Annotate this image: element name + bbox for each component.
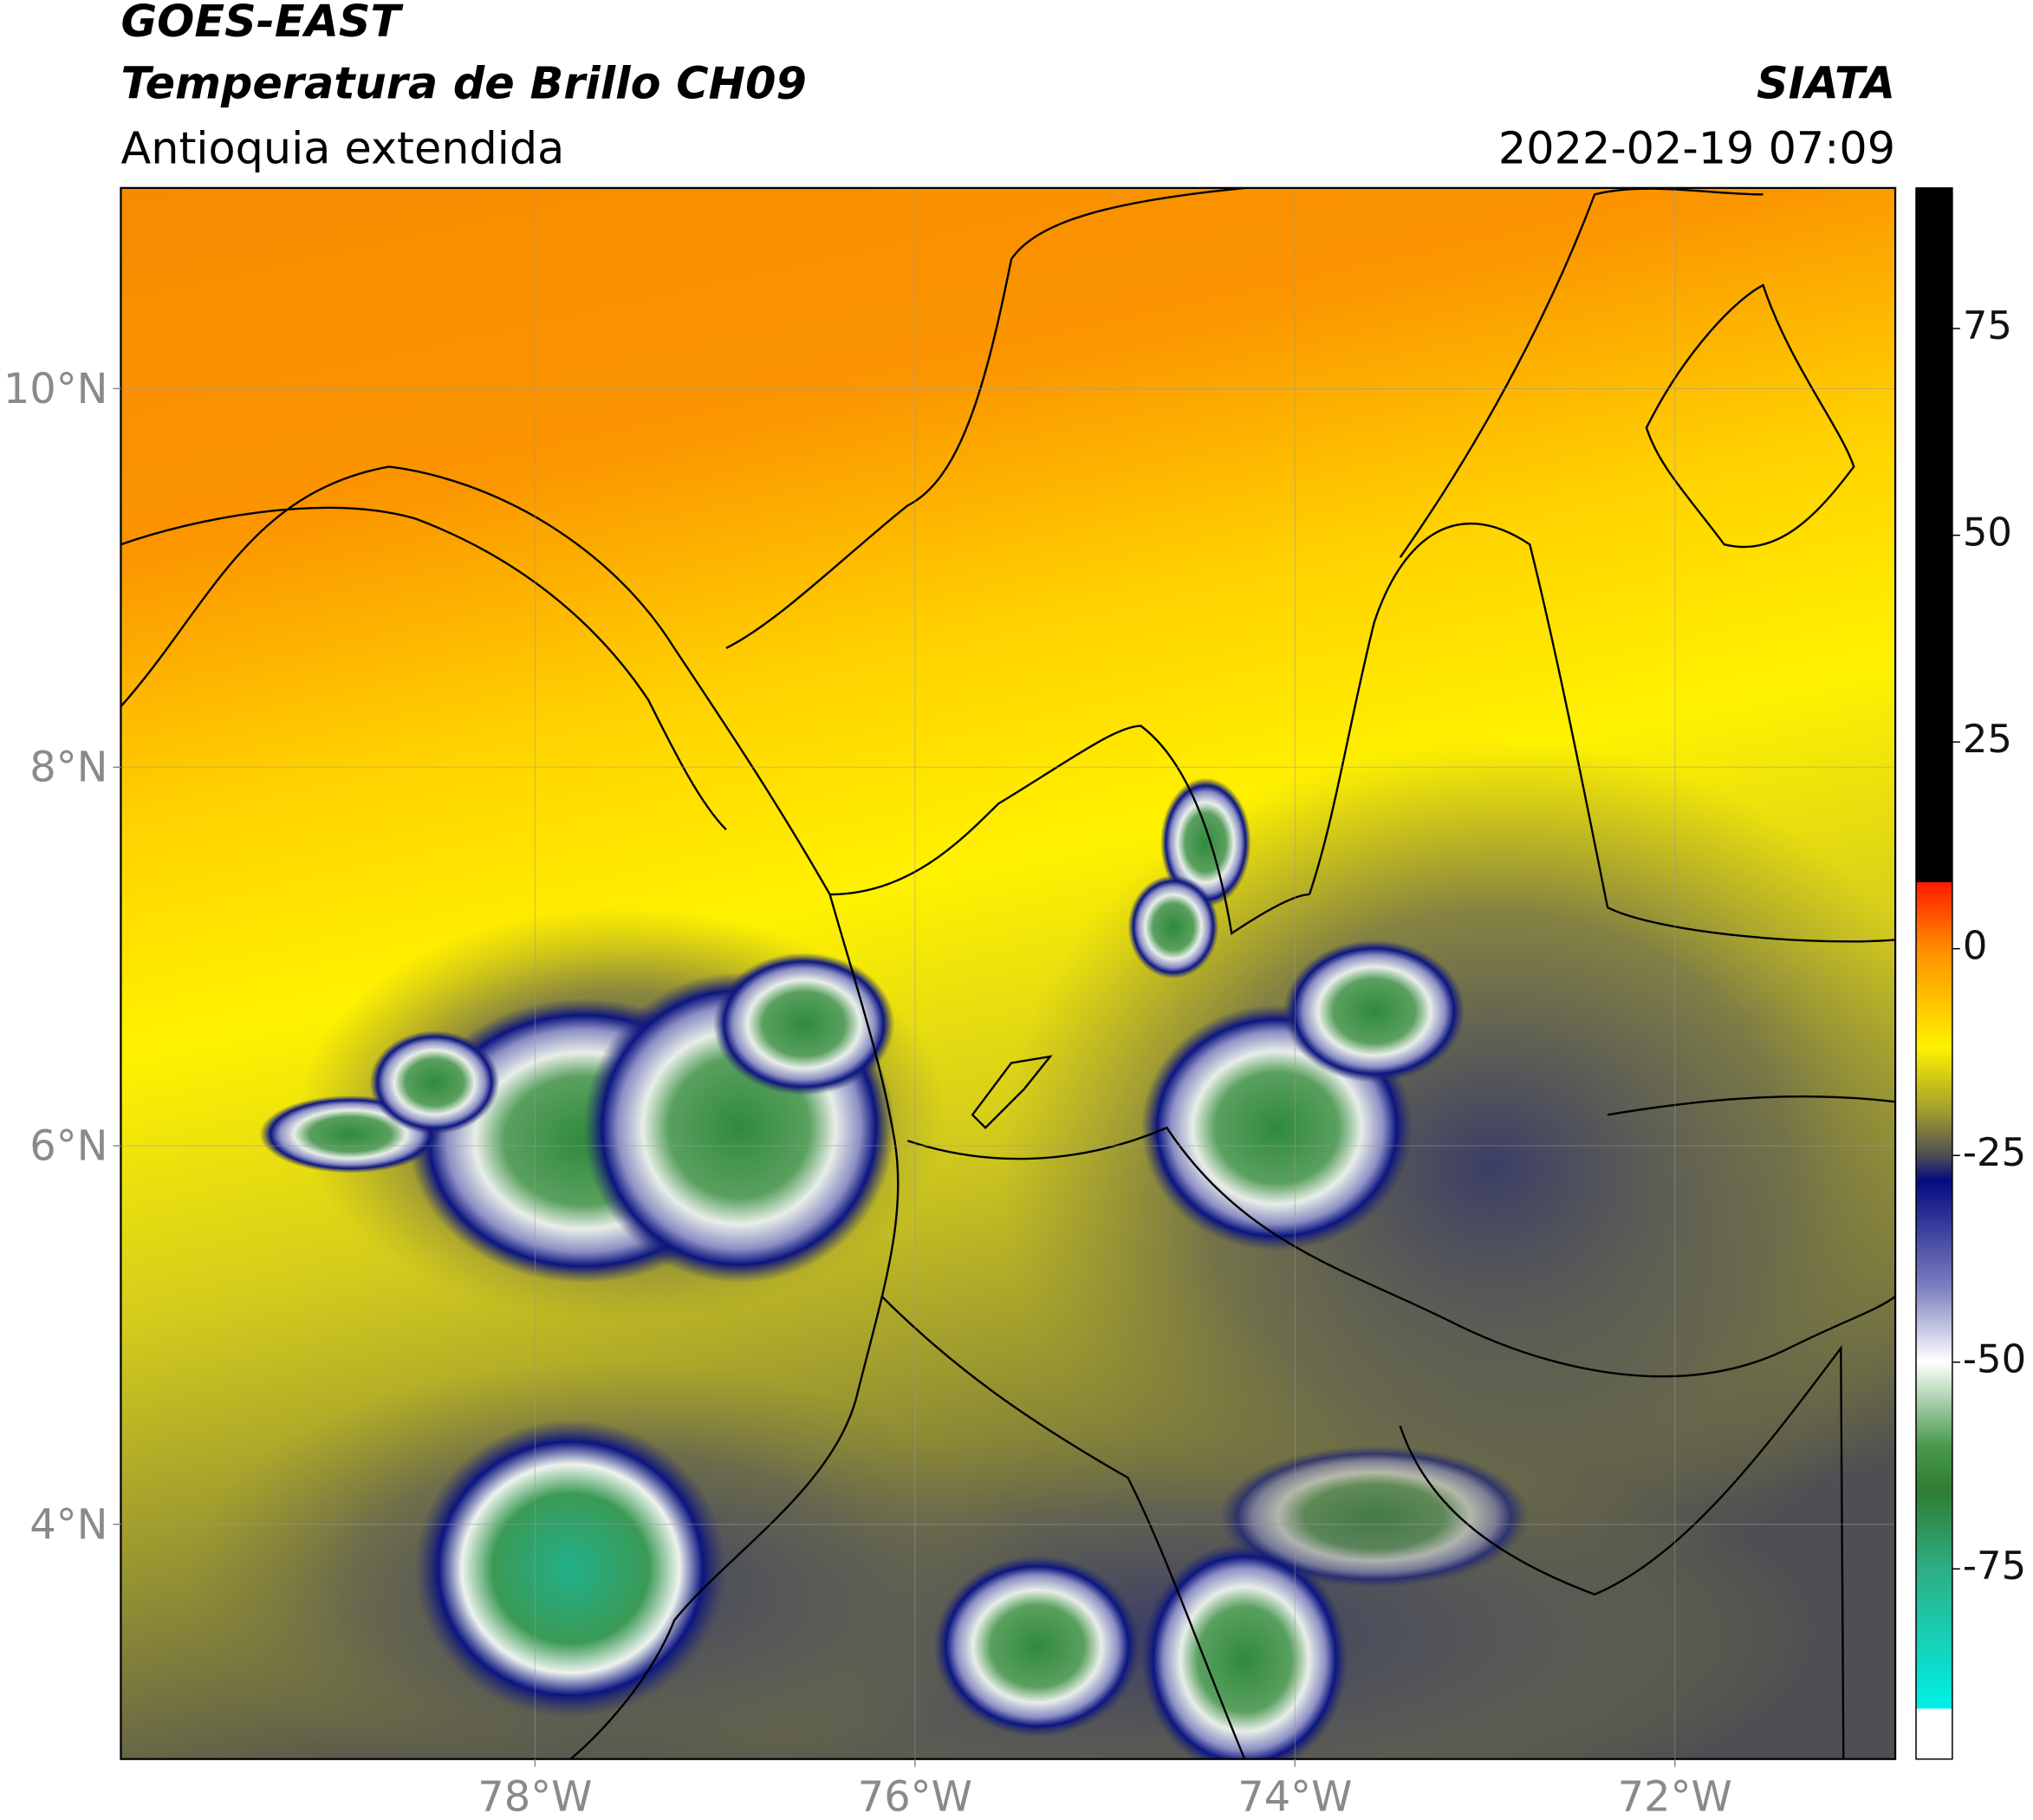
coastline <box>120 465 900 1759</box>
map-image <box>120 187 1896 1759</box>
border <box>1308 522 1896 943</box>
storm-cell <box>1160 777 1251 908</box>
x-tick-label: 76°W <box>858 1774 972 1820</box>
storm-cell <box>369 1030 500 1134</box>
colorbar-tick-label: -75 <box>1963 1543 2026 1589</box>
x-tick-label: 78°W <box>477 1774 592 1820</box>
y-tick-label: 10°N <box>3 366 108 413</box>
x-tick-label: 72°W <box>1618 1774 1732 1820</box>
storm-cell <box>933 1555 1141 1738</box>
y-tick-label: 6°N <box>29 1122 107 1170</box>
haze <box>998 738 1896 1595</box>
x-tick-label: 74°W <box>1237 1774 1352 1820</box>
storm-cell <box>713 952 895 1095</box>
y-tick-label: 8°N <box>29 744 107 792</box>
datetime: 2022-02-19 07:09 <box>1498 122 1895 173</box>
border <box>906 1126 1896 1378</box>
colorbar <box>1915 187 1953 1760</box>
source: SIATA <box>1757 58 1895 109</box>
borders <box>120 187 1896 1759</box>
coastline <box>120 506 727 831</box>
coastline <box>725 187 1245 649</box>
colorbar-tick-label: 25 <box>1963 716 2012 762</box>
colorbar-tick-label: 50 <box>1963 510 2012 556</box>
storm-cell <box>1140 1542 1348 1759</box>
border <box>829 725 1310 935</box>
colorbar-tick-label: -50 <box>1963 1336 2026 1382</box>
y-tick-label: 4°N <box>29 1501 107 1549</box>
graticule <box>120 187 1896 1759</box>
map-frame <box>120 186 1897 1760</box>
storm-cell <box>1218 1445 1530 1589</box>
coastline <box>1645 283 1855 549</box>
storm-cell <box>414 1419 726 1718</box>
border <box>1607 1095 1896 1116</box>
border <box>880 1295 1246 1759</box>
border <box>971 1055 1053 1129</box>
region: Antioquia extendida <box>120 122 564 173</box>
title: GOES-EAST <box>120 0 404 47</box>
subtitle: Temperatura de Brillo CH09 <box>120 58 806 109</box>
colorbar-tick-label: 0 <box>1963 923 1988 969</box>
storm-cell <box>1127 874 1219 979</box>
colorbar-tick-label: -25 <box>1963 1129 2026 1175</box>
border <box>1399 1344 1845 1759</box>
colorbar-tick-label: 75 <box>1963 302 2012 348</box>
storm-cell <box>1283 939 1465 1082</box>
border <box>1399 187 1763 558</box>
